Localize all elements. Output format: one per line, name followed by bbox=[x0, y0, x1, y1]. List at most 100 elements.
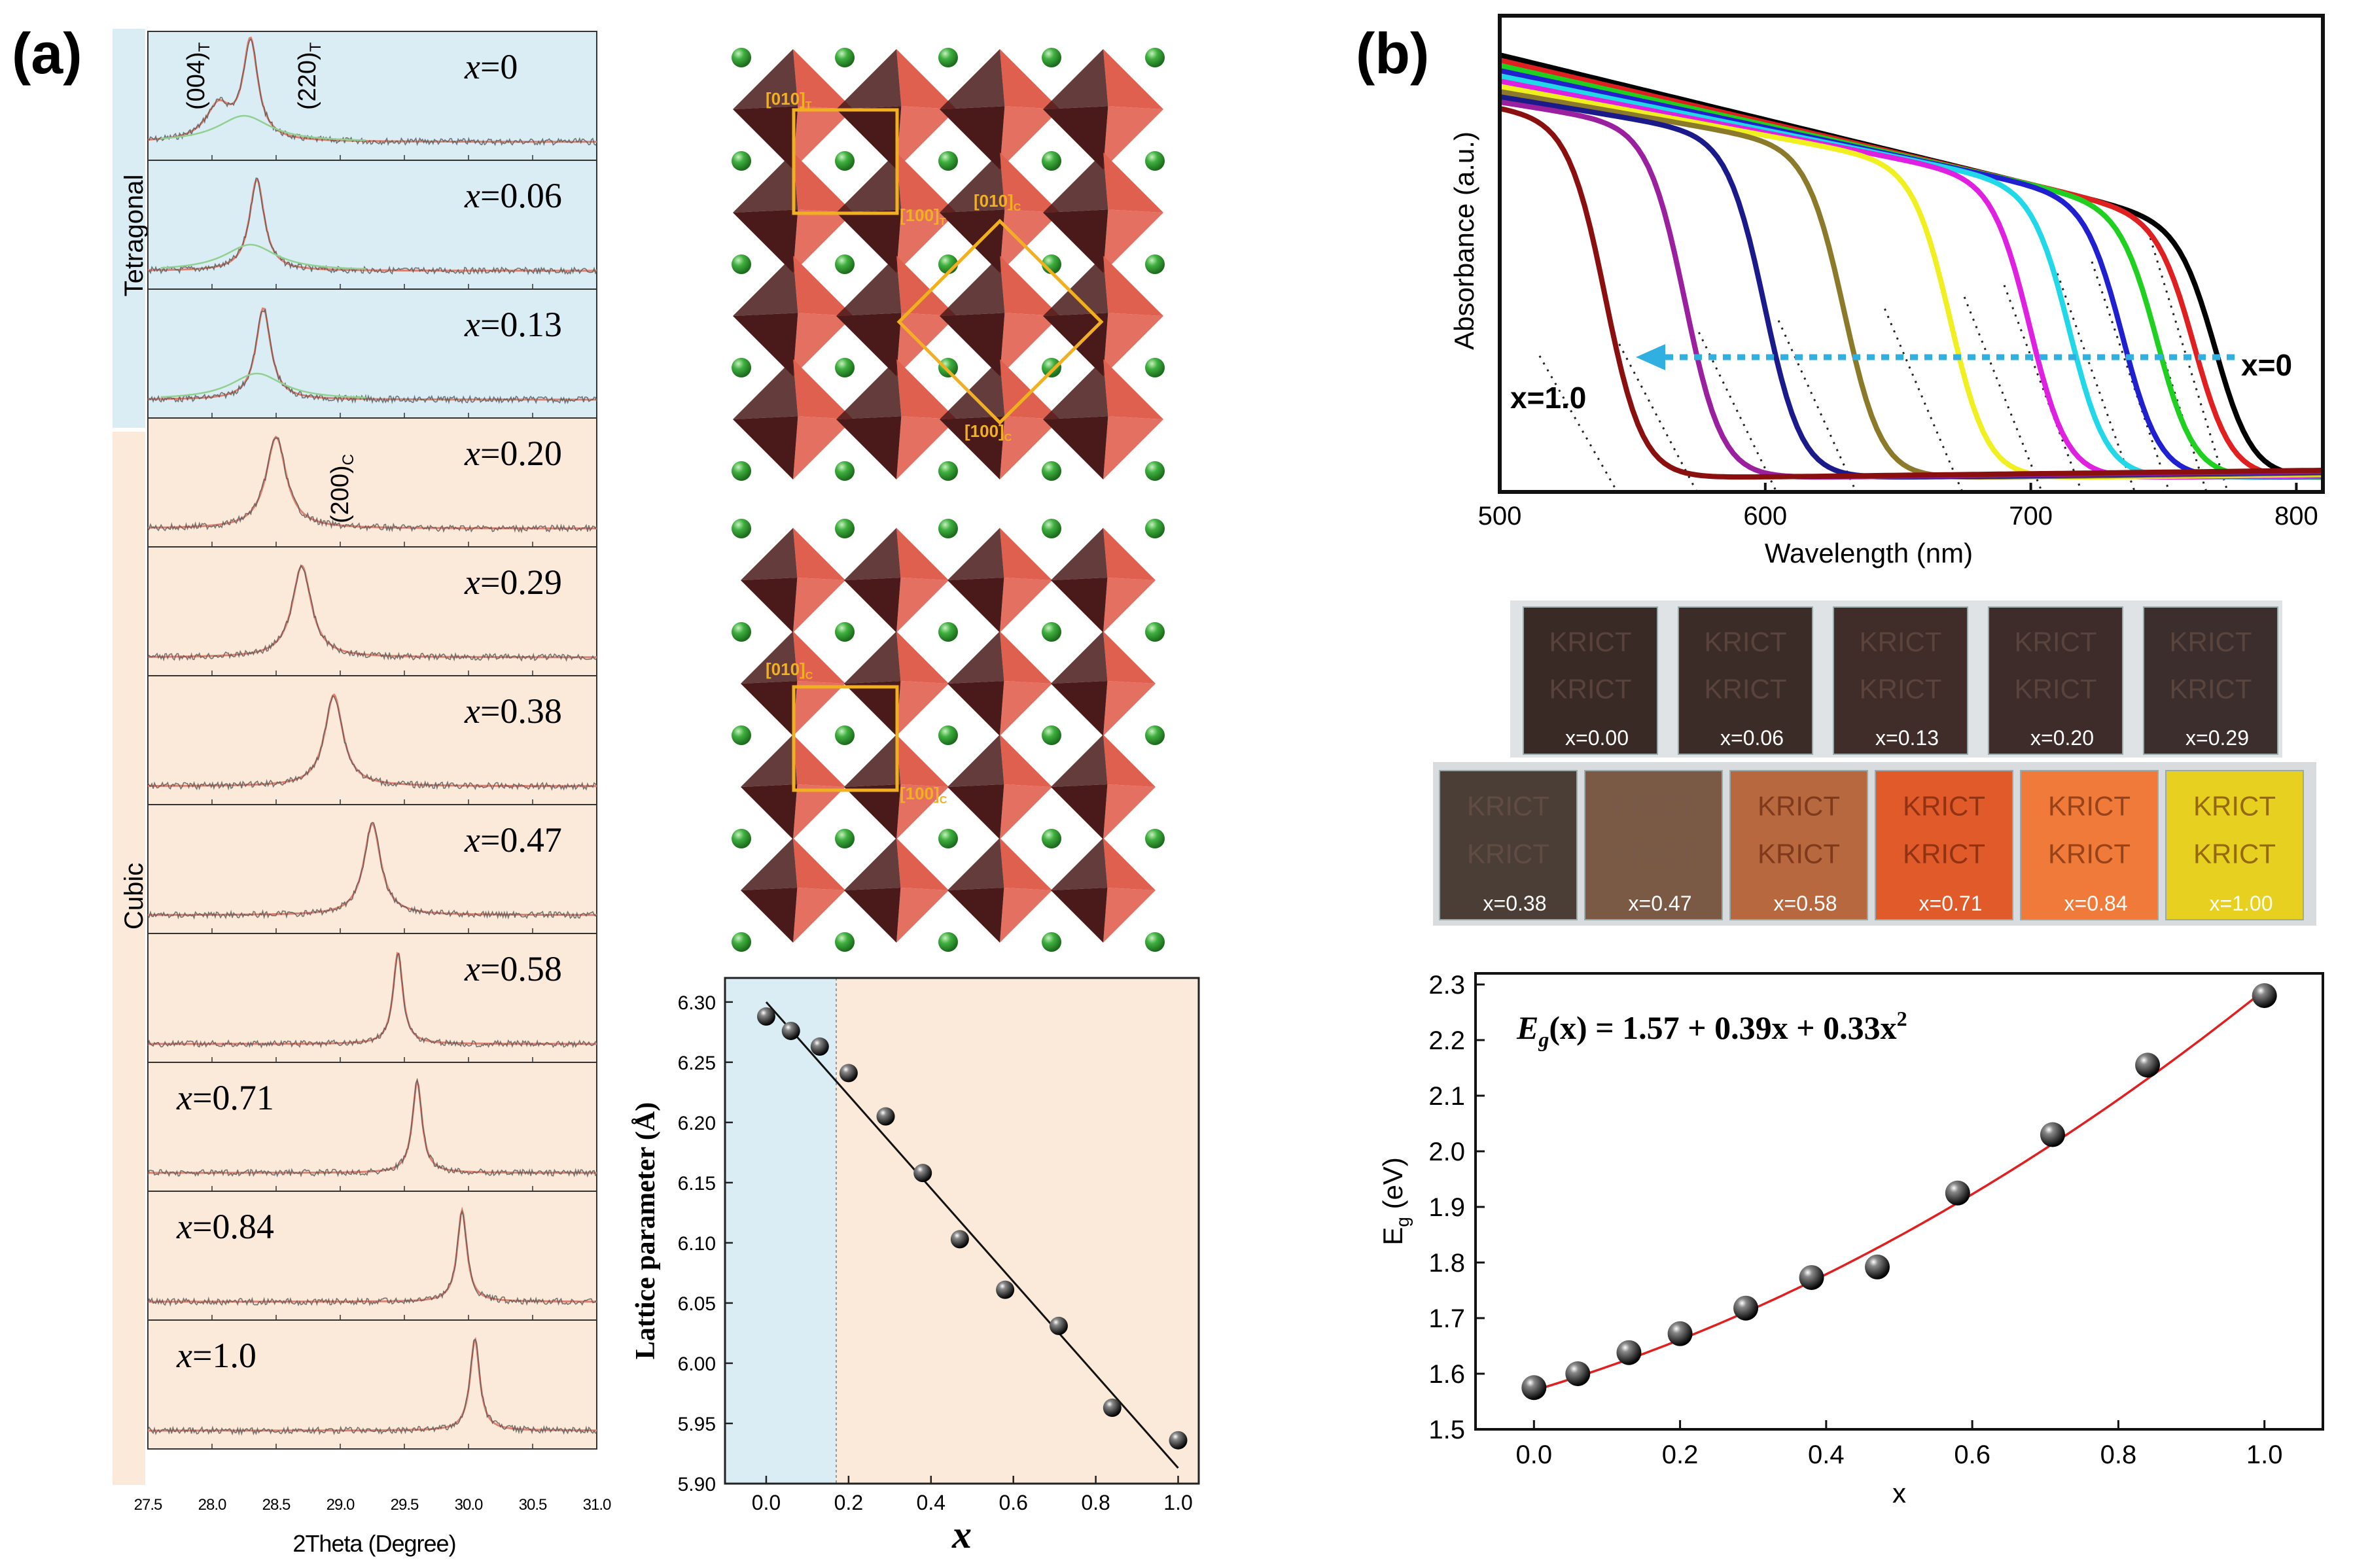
cation-atom bbox=[1145, 725, 1165, 745]
cation-atom bbox=[938, 461, 958, 481]
absorbance-xtick-label: 700 bbox=[2009, 502, 2053, 531]
cation-atom bbox=[1145, 48, 1165, 67]
lattice-point bbox=[876, 1107, 895, 1126]
film-sample bbox=[1584, 770, 1723, 920]
xrd-panel-10 bbox=[147, 1319, 597, 1450]
cubic-octahedron-facet bbox=[741, 784, 798, 839]
bandgap-ytick-label: 2.2 bbox=[1428, 1026, 1465, 1055]
cubic-octahedron-facet bbox=[844, 681, 901, 736]
absorbance-curve bbox=[1499, 105, 2324, 480]
tilted-octahedron-facet bbox=[733, 152, 798, 213]
xrd-panel-9 bbox=[147, 1191, 597, 1321]
xrd-tick-label: 29.0 bbox=[327, 1496, 355, 1514]
cubic-octahedron-facet bbox=[896, 631, 949, 684]
bandgap-ytick-label: 1.5 bbox=[1428, 1416, 1465, 1444]
xrd-panel-label-9: x=0.84 bbox=[176, 1207, 274, 1246]
cubic-octahedron-facet bbox=[1051, 888, 1108, 943]
cubic-octahedron-facet bbox=[741, 888, 798, 943]
film-text: KRICT bbox=[1758, 790, 1840, 821]
tilted-octahedron-facet bbox=[896, 359, 957, 419]
film-text: KRICT bbox=[1903, 790, 1985, 821]
cubic-octahedron-facet bbox=[1000, 631, 1052, 684]
cation-atom bbox=[732, 519, 751, 538]
bandgap-xtick-label: 0.6 bbox=[1954, 1440, 1990, 1469]
cubic-octahedron-facet bbox=[793, 784, 845, 839]
cation-atom bbox=[732, 358, 751, 377]
film-text: KRICT bbox=[1467, 790, 1549, 821]
bandgap-point bbox=[1521, 1375, 1547, 1401]
lattice-point bbox=[1169, 1431, 1188, 1450]
absorbance-x0-annotation: x=0 bbox=[2241, 348, 2292, 382]
bandgap-xtick-label: 0.4 bbox=[1808, 1440, 1845, 1469]
bandgap-point bbox=[1616, 1340, 1642, 1365]
tilted-octahedron-facet bbox=[836, 359, 902, 419]
structure-guides bbox=[792, 108, 1104, 792]
label-100-c: [100]C bbox=[964, 421, 1012, 444]
xrd-tick-label: 31.0 bbox=[583, 1496, 611, 1514]
lattice-ytick-label: 5.95 bbox=[678, 1414, 716, 1435]
cation-atom bbox=[732, 461, 751, 481]
film-label: x=0.00 bbox=[1565, 726, 1629, 750]
cubic-octahedron-facet bbox=[896, 735, 949, 787]
film-text: KRICT bbox=[2048, 790, 2131, 821]
tilted-octahedron-facet bbox=[1103, 49, 1163, 109]
film-text: KRICT bbox=[2170, 674, 2252, 705]
xrd-trace-7 bbox=[147, 952, 597, 1049]
film-sample bbox=[2165, 770, 2304, 920]
tetragonal-structure bbox=[732, 48, 1165, 481]
lattice-point bbox=[950, 1230, 969, 1249]
lattice-ytick-label: 6.00 bbox=[678, 1353, 716, 1375]
cation-atom bbox=[835, 151, 855, 171]
tilted-octahedron-facet bbox=[1043, 416, 1108, 479]
film-label: x=0.71 bbox=[1919, 892, 1983, 915]
tilted-octahedron-facet bbox=[940, 256, 1005, 316]
cation-atom bbox=[732, 829, 751, 848]
cubic-octahedron-facet bbox=[1103, 888, 1156, 943]
xrd-tick-label: 30.0 bbox=[455, 1496, 483, 1514]
film-text: KRICT bbox=[1705, 627, 1787, 657]
lattice-ytick-label: 5.90 bbox=[678, 1474, 716, 1495]
xrd-trace-1 bbox=[147, 177, 597, 276]
cubic-octahedron-facet bbox=[844, 528, 901, 580]
tilted-octahedron-facet bbox=[836, 49, 902, 109]
tilted-octahedron-facet bbox=[836, 313, 902, 376]
film-sample bbox=[1523, 606, 1658, 755]
tilted-octahedron-facet bbox=[733, 106, 798, 169]
tetragonal-band bbox=[113, 29, 145, 428]
bandgap-ytick-label: 1.8 bbox=[1428, 1249, 1465, 1278]
absorbance-tangent bbox=[2149, 237, 2229, 491]
lattice-tetragonal-bg bbox=[725, 978, 836, 1484]
bandgap-fit-curve bbox=[1533, 989, 2265, 1392]
absorbance-curve bbox=[1499, 89, 2324, 480]
film-text: KRICT bbox=[1705, 674, 1787, 705]
film-text: KRICT bbox=[1903, 838, 1985, 869]
xrd-tick-label: 28.0 bbox=[198, 1496, 226, 1514]
xrd-trace-5 bbox=[147, 695, 597, 792]
cubic-octahedron-facet bbox=[1000, 838, 1052, 890]
cubic-octahedron-facet bbox=[1051, 578, 1108, 633]
cubic-octahedron-facet bbox=[896, 681, 949, 736]
peak-label-200: (200)C bbox=[327, 454, 357, 523]
cation-atom bbox=[1145, 461, 1165, 481]
film-sample bbox=[1729, 770, 1868, 920]
xrd-fit-10 bbox=[148, 1336, 597, 1432]
absorbance-curve bbox=[1499, 78, 2324, 480]
film-label: x=0.13 bbox=[1875, 726, 1939, 750]
cation-atom bbox=[1145, 358, 1165, 377]
film-text: KRICT bbox=[2170, 627, 2252, 657]
cation-atom bbox=[1042, 358, 1061, 377]
lattice-point bbox=[810, 1037, 829, 1056]
xrd-panel-label-6: x=0.47 bbox=[464, 820, 562, 860]
absorbance-curve bbox=[1499, 58, 2324, 480]
cubic-band bbox=[113, 432, 145, 1485]
cation-atom bbox=[1145, 622, 1165, 642]
xrd-trace-4 bbox=[147, 564, 597, 662]
lattice-point bbox=[996, 1280, 1015, 1299]
cubic-octahedron-facet bbox=[1103, 578, 1156, 633]
absorbance-tangent bbox=[2056, 273, 2136, 491]
absorbance-tangent bbox=[1538, 355, 1618, 491]
tilted-octahedron-facet bbox=[1103, 313, 1163, 376]
cation-atom bbox=[835, 622, 855, 642]
tilted-octahedron-facet bbox=[836, 256, 902, 316]
xrd-tick-label: 27.5 bbox=[134, 1496, 162, 1514]
